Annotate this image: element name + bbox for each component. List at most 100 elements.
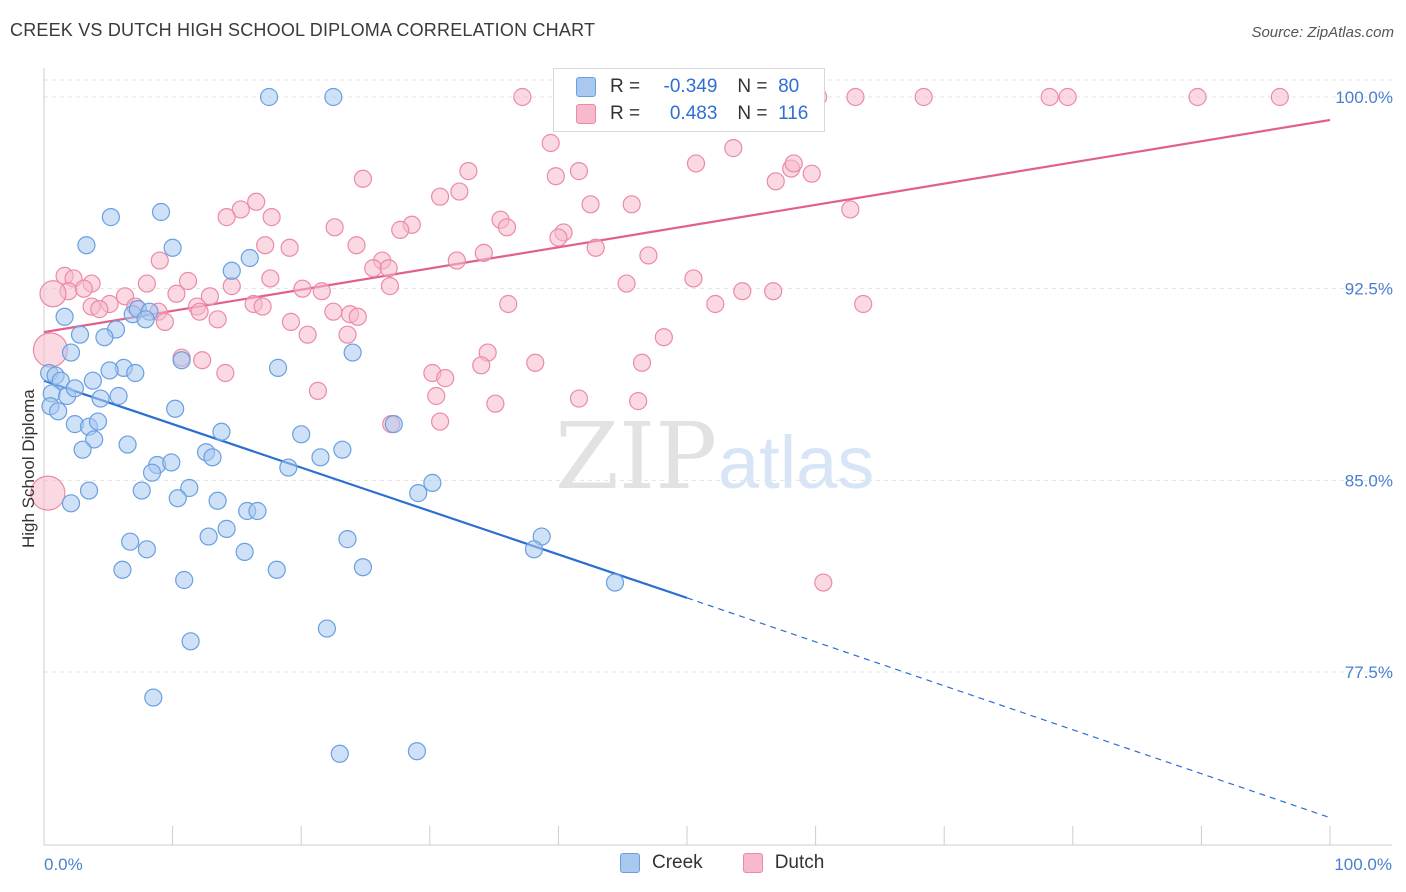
legend-row-dutch: R = 0.483 N = 116 [576,101,808,127]
dutch-point [231,200,250,219]
dutch-r-label: R = [610,103,641,124]
creek-point [100,361,119,380]
creek-n-label: N = [737,76,768,97]
dutch-point [222,277,241,296]
dutch-point [1188,87,1207,107]
dutch-point [324,302,343,321]
creek-point [132,481,151,500]
dutch-point [137,274,156,293]
dutch-point [581,195,600,214]
axes [43,68,1392,846]
dutch-point [546,167,565,186]
creek-r-value: -0.349 [663,76,718,97]
creek-point [338,530,357,549]
dutch-point [764,282,783,301]
legend-item-creek[interactable]: Creek [620,852,703,874]
dutch-point [733,282,752,301]
dutch-point [654,328,673,347]
dutch-point [447,251,466,270]
dutch-point [430,187,450,206]
dutch-point [802,164,821,183]
dutch-point [436,369,455,388]
creek-swatch [576,77,596,97]
creek-point [259,87,279,107]
dutch-r-value: 0.483 [669,103,718,124]
creek-n-value: 80 [778,76,800,97]
creek-point [199,527,218,546]
dutch-point [167,284,186,303]
dutch-point [90,300,109,319]
dutch-point [30,475,66,511]
dutch-point [632,353,652,372]
dutch-point [364,259,383,278]
creek-point [51,371,70,390]
dutch-point [474,243,493,262]
dutch-point [298,325,317,344]
dutch-point [155,312,174,331]
dutch-point [293,279,312,298]
creek-point [109,386,128,406]
creek-point [55,307,74,326]
creek-point [163,238,182,257]
dutch-point [814,573,833,592]
dutch-point [586,238,605,257]
creek-point [73,440,92,459]
creek-point [235,542,254,561]
dutch-point [74,279,93,298]
creek-point [311,448,330,467]
creek-point [279,458,298,477]
creek-point [333,440,352,459]
dutch-trend-line [43,118,1331,334]
y-tick-labels: 77.5% 85.0% 92.5% 100.0% [1335,88,1393,682]
creek-point [292,425,311,444]
dutch-point [622,195,641,214]
dutch-point [450,182,469,201]
creek-point [181,632,200,651]
dutch-point [513,87,532,107]
dutch-point [1270,87,1289,107]
creek-r-label: R = [610,76,641,97]
dutch-point [629,392,648,411]
source-credit: Source: ZipAtlas.com [1251,24,1394,41]
creek-point [267,560,286,579]
creek-point [126,363,145,383]
legend-row-creek: R = -0.349 N = 80 [576,74,799,100]
creek-point [407,742,427,761]
creek-point [384,415,403,434]
creek-point [172,351,191,370]
dutch-point [325,218,344,237]
creek-point [118,435,137,454]
dutch-point [338,325,357,344]
y-tick-label: 92.5% [1345,280,1393,299]
creek-point [95,328,114,347]
creek-point [353,558,373,577]
creek-trend-extension [686,597,1331,819]
dutch-point [312,282,331,301]
dutch-n-value: 116 [778,103,809,124]
creek-point [49,402,68,421]
creek-point [77,236,96,255]
legend-item-dutch[interactable]: Dutch [742,852,824,874]
creek-point [61,494,81,513]
creek-point [162,453,181,472]
dutch-point [190,302,209,321]
creek-point [268,358,288,377]
dutch-point [846,87,865,107]
dutch-point [247,192,266,211]
creek-point [180,478,199,498]
dutch-point [193,351,212,370]
dutch-point [39,280,67,308]
creek-point [212,422,231,441]
dutch-point [281,312,301,331]
creek-point [423,473,442,492]
dutch-point [200,287,219,306]
creek-point [142,463,162,482]
x-tick-label-start: 0.0% [44,855,83,874]
dutch-point [178,271,198,291]
correlation-legend: R = -0.349 N = 80 R = 0.483 N = 116 [553,68,825,132]
creek-point [88,412,108,431]
creek-point [144,688,163,707]
dutch-point [253,297,272,316]
creek-point [222,261,241,280]
creek-point [101,208,120,227]
